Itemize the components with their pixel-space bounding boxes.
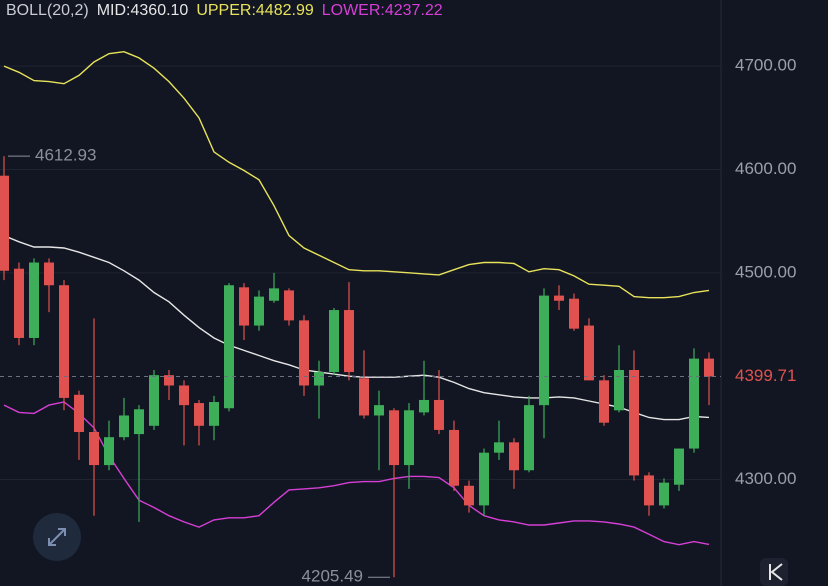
- candle-body: [629, 369, 639, 476]
- candle-body: [224, 285, 234, 409]
- scroll-latest-bg[interactable]: [760, 558, 788, 586]
- candle-body: [344, 310, 354, 373]
- last-price-bg: [724, 362, 828, 391]
- band-line: [3, 234, 710, 421]
- legend-entry: LOWER:4237.22: [322, 2, 443, 19]
- candle-body: [29, 262, 39, 338]
- overlay: 4612.93 4205.49 4399.71: [0, 146, 828, 586]
- candle-body: [329, 310, 339, 373]
- candle-body: [74, 394, 84, 433]
- candle-body: [149, 375, 159, 426]
- candle-body: [539, 295, 549, 406]
- candle-body: [254, 296, 264, 326]
- candle-body: [89, 432, 99, 466]
- candle-body: [314, 372, 324, 386]
- candle-body: [449, 429, 459, 486]
- candle-body: [179, 385, 189, 406]
- candle-body: [104, 437, 114, 466]
- last-price-label: 4399.71: [735, 366, 796, 385]
- y-tick-label: 4700.00: [735, 56, 796, 75]
- bands: [3, 50, 710, 546]
- candle-body: [509, 442, 519, 471]
- y-tick-label: 4300.00: [735, 469, 796, 488]
- candle-body: [194, 403, 204, 426]
- candle-body: [419, 399, 429, 413]
- indicator-label: BOLL(20,2): [6, 2, 89, 19]
- y-tick-label: 4500.00: [735, 262, 796, 281]
- candle-body: [644, 475, 654, 506]
- candle-body: [479, 452, 489, 506]
- candle-body: [59, 285, 69, 398]
- scroll-latest-button[interactable]: [760, 558, 788, 586]
- min-label: 4205.49: [302, 567, 363, 586]
- candle-body: [134, 409, 144, 435]
- expand-button[interactable]: [33, 513, 81, 561]
- candle-body: [494, 442, 504, 453]
- band-line: [3, 50, 710, 299]
- candle-body: [209, 402, 219, 426]
- candle-body: [584, 325, 594, 381]
- candle-body: [599, 380, 609, 423]
- expand-icon: [48, 528, 66, 546]
- max-label: 4612.93: [35, 146, 96, 165]
- legend-entry: UPPER:4482.99: [196, 2, 314, 19]
- candle-body: [614, 369, 624, 411]
- candle-body: [374, 405, 384, 416]
- candle-body: [269, 288, 279, 301]
- candle-body: [464, 485, 474, 506]
- candle-body: [659, 482, 669, 506]
- candle-body: [524, 405, 534, 471]
- candle-body: [239, 287, 249, 326]
- candle-body: [284, 290, 294, 321]
- scroll-latest-icon: [769, 563, 783, 581]
- candle-body: [164, 375, 174, 386]
- candle-body: [14, 268, 24, 338]
- candle-body: [404, 410, 414, 466]
- candle-body: [299, 320, 309, 386]
- grid: 4700.00 4600.00 4500.00 4300.00: [0, 56, 796, 488]
- candle-body: [674, 448, 684, 485]
- candles: [0, 156, 714, 578]
- candle-body: [554, 295, 564, 301]
- y-tick-label: 4600.00: [735, 159, 796, 178]
- candle-body: [689, 358, 699, 449]
- candle-body: [434, 399, 444, 430]
- candle-body: [359, 378, 369, 416]
- candle-body: [44, 262, 54, 286]
- candle-body: [119, 415, 129, 438]
- candle-body: [704, 358, 714, 377]
- candle-body: [389, 410, 399, 466]
- band-line: [3, 401, 710, 546]
- legend-entry: MID:4360.10: [97, 2, 189, 19]
- candle-body: [0, 175, 9, 271]
- candle-body: [569, 298, 579, 329]
